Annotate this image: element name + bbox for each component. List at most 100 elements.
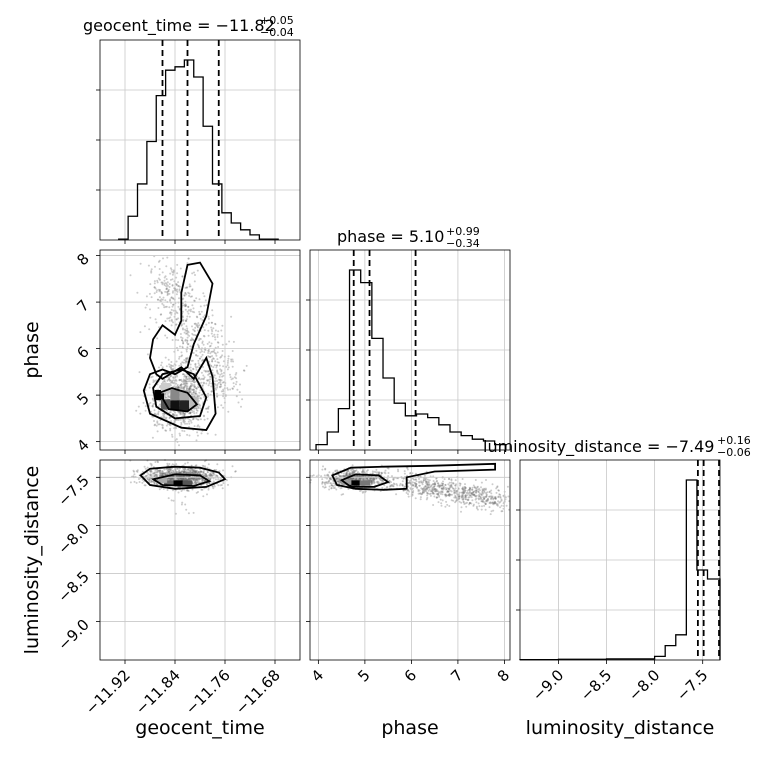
scatter-point-geocent-phase <box>172 376 175 379</box>
scatter-point-geocent-phase <box>222 395 225 398</box>
scatter-point-geocent-phase <box>193 379 196 382</box>
tick-label-y-phase: 7 <box>73 296 92 315</box>
scatter-point-geocent-distance <box>167 497 170 500</box>
scatter-point-geocent-phase <box>153 292 156 295</box>
scatter-point-geocent-phase <box>216 371 219 374</box>
scatter-point-geocent-distance <box>193 470 196 472</box>
scatter-point-geocent-phase <box>208 380 211 383</box>
scatter-point-phase-distance <box>466 489 469 492</box>
scatter-point-phase-distance <box>418 477 420 480</box>
scatter-point-phase-distance <box>366 469 369 472</box>
scatter-point-geocent-distance <box>180 478 183 481</box>
scatter-point-geocent-phase <box>193 334 196 336</box>
scatter-point-phase-distance <box>432 504 435 506</box>
scatter-point-geocent-phase <box>191 380 194 383</box>
scatter-point-geocent-phase <box>149 283 152 286</box>
scatter-point-geocent-phase <box>175 289 178 292</box>
scatter-point-geocent-distance <box>201 478 204 481</box>
scatter-point-geocent-phase <box>205 407 208 410</box>
scatter-point-geocent-phase <box>221 350 224 352</box>
scatter-point-geocent-distance <box>183 471 186 474</box>
scatter-point-geocent-phase <box>211 360 214 363</box>
scatter-point-geocent-phase <box>168 306 171 309</box>
scatter-point-geocent-phase <box>162 304 165 307</box>
scatter-point-phase-distance <box>500 499 503 502</box>
scatter-point-geocent-phase <box>208 375 211 378</box>
scatter-point-geocent-distance <box>189 470 192 473</box>
scatter-point-phase-distance <box>490 510 493 513</box>
scatter-point-geocent-distance <box>170 477 173 480</box>
scatter-point-phase-distance <box>454 484 457 487</box>
scatter-point-geocent-phase <box>166 422 169 425</box>
scatter-point-phase-distance <box>499 496 502 499</box>
scatter-point-geocent-phase <box>187 312 190 315</box>
scatter-point-phase-distance <box>448 494 451 497</box>
scatter-point-geocent-distance <box>203 460 206 463</box>
scatter-point-geocent-distance <box>188 468 191 471</box>
scatter-point-geocent-phase <box>192 417 195 420</box>
scatter-point-geocent-distance <box>153 472 156 475</box>
scatter-point-geocent-distance <box>220 484 223 486</box>
scatter-point-geocent-distance <box>197 471 200 474</box>
scatter-point-geocent-distance <box>167 471 170 474</box>
scatter-point-geocent-phase <box>237 401 240 404</box>
scatter-point-geocent-phase <box>201 384 204 387</box>
scatter-point-geocent-phase <box>164 305 167 308</box>
scatter-point-phase-distance <box>326 473 329 476</box>
scatter-point-geocent-phase <box>195 349 198 352</box>
scatter-point-geocent-distance <box>182 475 185 478</box>
scatter-point-geocent-distance <box>200 470 203 473</box>
scatter-point-phase-distance <box>470 496 473 499</box>
scatter-point-phase-distance <box>452 482 455 485</box>
scatter-point-geocent-phase <box>187 331 190 334</box>
scatter-point-geocent-phase <box>214 329 217 332</box>
scatter-point-geocent-phase <box>203 348 206 351</box>
scatter-point-geocent-phase <box>164 282 167 285</box>
scatter-point-geocent-phase <box>164 320 167 323</box>
scatter-point-phase-distance <box>417 492 420 495</box>
scatter-point-geocent-phase <box>177 317 180 320</box>
scatter-point-geocent-distance <box>162 473 165 475</box>
scatter-point-geocent-phase <box>182 381 185 384</box>
scatter-point-phase-distance <box>402 489 405 492</box>
scatter-point-geocent-phase <box>191 380 193 383</box>
scatter-point-geocent-distance <box>203 479 206 482</box>
scatter-point-phase-distance <box>493 500 496 503</box>
scatter-point-geocent-phase <box>198 391 201 394</box>
scatter-point-geocent-phase <box>163 413 166 415</box>
scatter-point-geocent-distance <box>191 469 194 472</box>
scatter-point-phase-distance <box>498 493 501 496</box>
scatter-point-geocent-phase <box>183 373 186 376</box>
scatter-point-geocent-phase <box>176 387 179 389</box>
scatter-point-geocent-phase <box>216 358 219 361</box>
scatter-point-geocent-distance <box>201 479 204 482</box>
scatter-point-geocent-phase <box>199 313 202 316</box>
scatter-point-geocent-phase <box>182 361 185 364</box>
scatter-point-phase-distance <box>401 484 404 487</box>
scatter-point-phase-distance <box>470 492 473 495</box>
scatter-point-geocent-phase <box>178 411 181 414</box>
scatter-point-geocent-distance <box>179 477 182 480</box>
scatter-point-geocent-phase <box>184 380 187 383</box>
scatter-point-geocent-phase <box>189 339 192 342</box>
scatter-point-phase-distance <box>342 475 345 477</box>
scatter-point-phase-distance <box>485 495 488 498</box>
scatter-point-geocent-phase <box>172 303 175 306</box>
scatter-point-geocent-distance <box>181 467 184 470</box>
scatter-point-phase-distance <box>492 503 495 506</box>
scatter-point-geocent-phase <box>163 306 166 309</box>
scatter-point-phase-distance <box>465 496 468 498</box>
scatter-point-phase-distance <box>462 492 465 495</box>
scatter-point-geocent-distance <box>204 479 207 482</box>
scatter-point-geocent-distance <box>162 487 165 490</box>
scatter-point-geocent-distance <box>192 470 195 473</box>
scatter-point-geocent-phase <box>168 417 171 420</box>
title-phase: phase = 5.10 <box>337 227 444 246</box>
scatter-point-phase-distance <box>328 485 331 488</box>
scatter-point-geocent-distance <box>187 468 190 471</box>
scatter-point-geocent-distance <box>144 475 147 477</box>
scatter-point-phase-distance <box>441 484 444 487</box>
scatter-point-phase-distance <box>328 471 331 474</box>
scatter-point-geocent-phase <box>190 370 193 373</box>
scatter-point-geocent-distance <box>138 478 140 480</box>
